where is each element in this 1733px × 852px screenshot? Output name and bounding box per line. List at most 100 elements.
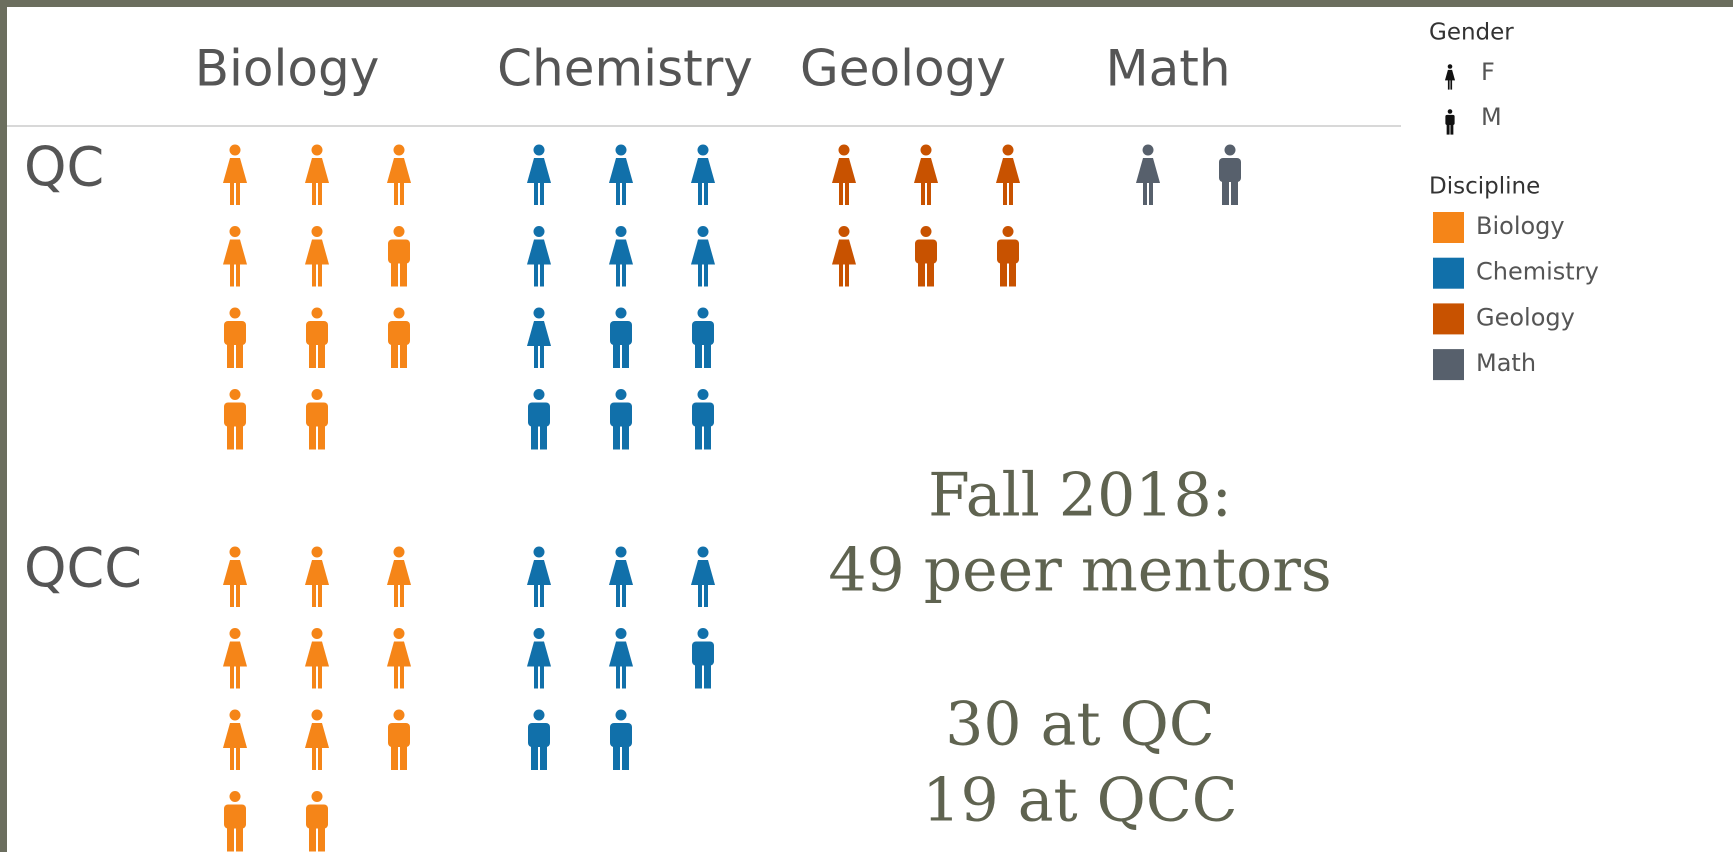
female-icon [527, 546, 551, 607]
icon-leg [695, 423, 702, 450]
icon-leg [1447, 79, 1450, 90]
legend-label: Chemistry [1476, 258, 1599, 286]
icon-body [387, 158, 411, 183]
female-icon [223, 144, 247, 205]
legend-title: Gender [1429, 20, 1514, 46]
icon-leg [1003, 181, 1007, 205]
icon-leg [309, 423, 316, 450]
icon-leg [236, 262, 240, 287]
icon-leg [613, 342, 620, 368]
legend-title: Discipline [1429, 174, 1540, 200]
icon-body [224, 804, 246, 829]
icon-leg [704, 262, 708, 287]
icon-body [691, 239, 715, 265]
male-icon [997, 226, 1019, 287]
icon-head [1142, 144, 1154, 156]
male-icon [306, 389, 328, 450]
female-icon [223, 709, 247, 770]
icon-body [609, 560, 633, 585]
icon-leg [845, 262, 849, 287]
icon-leg [540, 744, 547, 770]
icon-head [229, 791, 241, 802]
icon-head [393, 628, 405, 639]
icon-body [305, 158, 329, 183]
female-icon [223, 226, 247, 287]
female-icon [691, 144, 715, 205]
icon-leg [1149, 181, 1153, 205]
icon-head [920, 144, 932, 156]
icon-leg [695, 342, 702, 368]
icon-head [1002, 144, 1014, 156]
column-header: Math [1105, 40, 1230, 98]
icon-head [393, 546, 405, 558]
icon-leg [400, 664, 404, 689]
icon-head [533, 226, 545, 237]
icon-body [527, 321, 551, 346]
icon-leg [400, 342, 407, 368]
icon-leg [394, 583, 398, 607]
icon-head [229, 144, 241, 156]
icon-leg [704, 342, 711, 368]
icon-body [610, 723, 632, 747]
icon-head [229, 307, 241, 319]
icon-leg [540, 181, 544, 205]
icon-head [697, 307, 709, 319]
icon-body [692, 321, 714, 345]
icon-leg [616, 664, 620, 689]
icon-leg [704, 583, 708, 607]
icon-head [1002, 226, 1014, 237]
female-icon [914, 144, 938, 205]
legend-swatch [1433, 303, 1464, 335]
icon-head [615, 144, 627, 156]
icon-leg [1009, 181, 1013, 205]
icon-leg [1222, 179, 1229, 205]
icon-head [920, 226, 932, 237]
column-header: Geology [800, 40, 1006, 98]
icon-leg [616, 583, 620, 607]
icon-head [393, 144, 405, 156]
male-icon [692, 307, 714, 368]
icon-leg [540, 344, 544, 368]
icon-leg [1450, 123, 1454, 135]
icon-leg [698, 262, 702, 287]
annotation: 49 peer mentors [828, 536, 1331, 606]
icon-leg [230, 262, 234, 287]
male-icon [388, 307, 410, 368]
column-header: Chemistry [497, 40, 753, 98]
male-icon [306, 307, 328, 368]
icon-head [697, 389, 709, 400]
icon-leg [534, 181, 538, 205]
icon-leg [531, 423, 538, 450]
icon-leg [622, 744, 629, 770]
icon-body [306, 321, 328, 345]
legend-swatch [1433, 257, 1464, 289]
male-icon [388, 226, 410, 287]
icon-leg [704, 662, 711, 689]
icon-body [1445, 114, 1455, 125]
icon-leg [534, 583, 538, 607]
icon-body [915, 239, 937, 264]
legend-swatch [1433, 349, 1464, 381]
icon-leg [394, 664, 398, 689]
female-icon [223, 628, 247, 689]
icon-leg [230, 583, 234, 607]
icon-body [914, 158, 938, 183]
icon-leg [540, 664, 544, 689]
icon-head [838, 144, 850, 156]
icon-head [533, 144, 545, 156]
icon-leg [236, 423, 243, 450]
icon-head [311, 709, 323, 721]
icon-leg [318, 342, 325, 368]
icon-body [387, 560, 411, 585]
icon-leg [400, 583, 404, 607]
icon-leg [312, 181, 316, 205]
icon-body [223, 239, 247, 265]
icon-head [311, 628, 323, 639]
legend-swatch [1433, 212, 1464, 243]
icon-body [609, 239, 633, 265]
icon-leg [622, 342, 629, 368]
icon-leg [613, 423, 620, 450]
icon-leg [394, 181, 398, 205]
icon-head [697, 144, 709, 156]
